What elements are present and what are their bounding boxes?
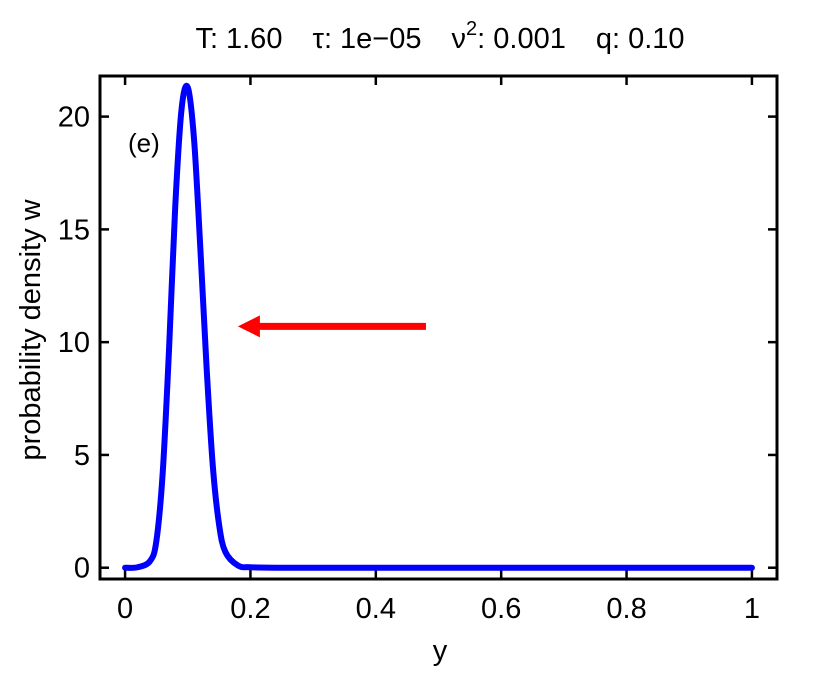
x-tick-label-5: 1 xyxy=(744,593,760,625)
y-axis-label: probability density w xyxy=(15,198,47,460)
title-t-value: 1.60 xyxy=(226,23,282,55)
x-tick-label-2: 0.4 xyxy=(356,593,396,625)
x-tick-label-1: 0.2 xyxy=(230,593,270,625)
title-t-label: T: xyxy=(195,23,218,55)
axis-ticks xyxy=(100,76,777,579)
x-tick-label-4: 0.8 xyxy=(606,593,646,625)
chart-title: T: 1.60 τ: 1e−05 ν2: 0.001 q: 0.10 xyxy=(195,18,684,55)
arrow-head xyxy=(237,315,260,338)
title-tau-value: 1e−05 xyxy=(340,23,421,55)
series-line-density xyxy=(122,82,755,571)
y-tick-label-3: 15 xyxy=(58,214,90,246)
x-tick-label-0: 0 xyxy=(117,593,133,625)
title-tau-label: τ: xyxy=(313,23,333,55)
red-arrow-annotation xyxy=(237,315,426,338)
title-q-label: q: xyxy=(596,23,620,55)
y-tick-label-2: 10 xyxy=(58,327,90,359)
x-tick-label-3: 0.6 xyxy=(481,593,521,625)
title-q-value: 0.10 xyxy=(628,23,684,55)
title-nu-exponent: 2 xyxy=(466,18,477,40)
title-nu-value: : 0.001 xyxy=(477,23,566,55)
y-tick-label-0: 0 xyxy=(74,553,90,585)
y-tick-label-1: 5 xyxy=(74,440,90,472)
panel-label: (e) xyxy=(128,128,160,158)
title-nu-label: ν xyxy=(452,23,467,55)
y-tick-label-4: 20 xyxy=(58,102,90,134)
x-axis-label: y xyxy=(433,635,448,667)
